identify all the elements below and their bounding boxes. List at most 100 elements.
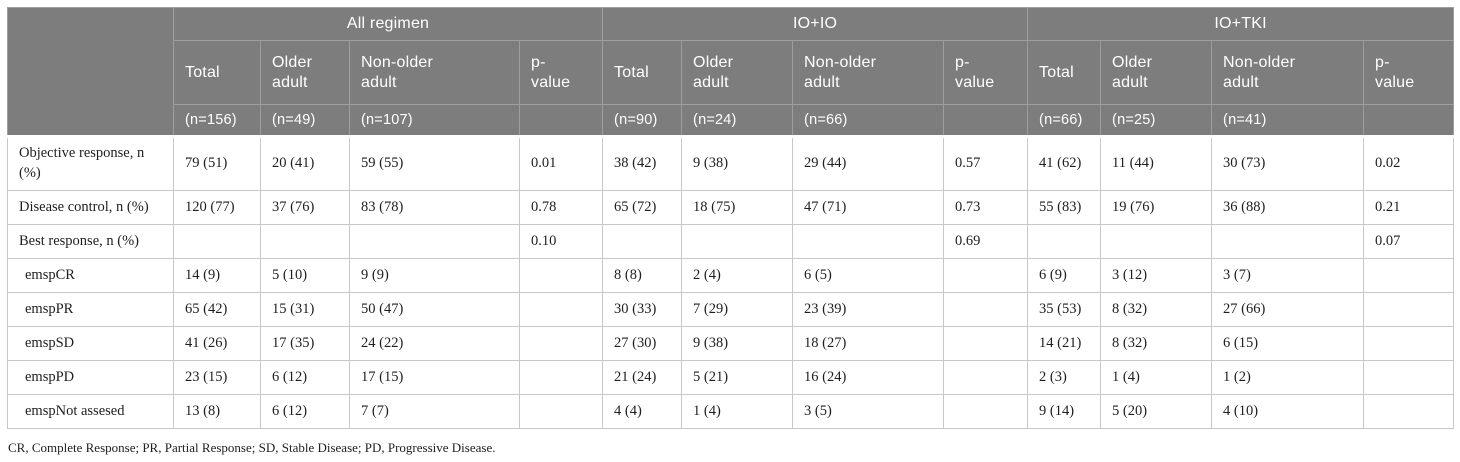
table-row: Objective response, n (%) 79 (51) 20 (41) 5… [7, 136, 1455, 191]
column-header-non-older-adult: Non-older adult [1211, 40, 1365, 105]
column-n: (n=49) [260, 104, 350, 138]
data-cell: 0.78 [518, 190, 604, 225]
data-cell: 20 (41) [260, 136, 350, 191]
column-header-label: p-value [955, 53, 995, 91]
data-cell: 18 (75) [681, 190, 794, 225]
column-header-total: Total [1027, 40, 1102, 105]
data-cell [1027, 224, 1102, 259]
data-cell: 23 (39) [792, 292, 945, 327]
data-cell [1363, 360, 1455, 395]
data-cell: 65 (72) [602, 190, 683, 225]
data-cell: 9 (14) [1027, 394, 1102, 429]
data-cell: 38 (42) [602, 136, 683, 191]
data-cell: 9 (38) [681, 136, 794, 191]
data-cell: 23 (15) [173, 360, 261, 395]
data-cell: 6 (12) [260, 360, 350, 395]
column-n: (n=66) [792, 104, 945, 138]
data-cell: 17 (35) [260, 326, 350, 361]
data-cell: 24 (22) [349, 326, 520, 361]
data-cell [518, 258, 604, 293]
column-n: (n=24) [681, 104, 794, 138]
column-header-label: Older adult [272, 53, 313, 91]
data-cell [260, 224, 350, 259]
data-cell: 0.73 [943, 190, 1029, 225]
data-cell: 30 (33) [602, 292, 683, 327]
data-cell [1363, 326, 1455, 361]
data-cell: 8 (32) [1100, 326, 1213, 361]
data-cell: 41 (26) [173, 326, 261, 361]
data-cell [943, 360, 1029, 395]
data-cell: 6 (5) [792, 258, 945, 293]
data-cell: 47 (71) [792, 190, 945, 225]
data-cell [792, 224, 945, 259]
data-cell: 5 (21) [681, 360, 794, 395]
column-header-label: Total [185, 63, 220, 81]
data-cell: 14 (9) [173, 258, 261, 293]
row-label: emspPD [7, 360, 174, 395]
data-cell: 15 (31) [260, 292, 350, 327]
data-cell: 5 (20) [1100, 394, 1213, 429]
data-cell: 27 (66) [1211, 292, 1365, 327]
column-n: (n=90) [602, 104, 683, 138]
data-cell: 3 (12) [1100, 258, 1213, 293]
data-cell [943, 326, 1029, 361]
sub-header-row: Total Older adult Non-older adult p-valu… [8, 40, 1455, 105]
data-cell: 1 (4) [681, 394, 794, 429]
data-cell: 0.21 [1363, 190, 1455, 225]
column-n: (n=66) [1027, 104, 1102, 138]
data-cell: 0.10 [518, 224, 604, 259]
data-cell: 65 (42) [173, 292, 261, 327]
data-cell: 8 (32) [1100, 292, 1213, 327]
data-cell: 6 (9) [1027, 258, 1102, 293]
row-label: Best response, n (%) [7, 224, 174, 259]
column-header-label: Non-older adult [804, 53, 877, 91]
data-cell: 0.01 [518, 136, 604, 191]
data-cell: 29 (44) [792, 136, 945, 191]
data-cell [518, 326, 604, 361]
group-header-io-tki: IO+TKI [1027, 7, 1455, 41]
data-cell [173, 224, 261, 259]
column-header-label: Older adult [693, 53, 734, 91]
column-n: (n=107) [349, 104, 520, 138]
column-n [943, 104, 1029, 138]
table-row: emspCR 14 (9) 5 (10) 9 (9) 8 (8) 2 (4) 6 (5) 6 … [7, 258, 1455, 293]
table-row: emspPR 65 (42) 15 (31) 50 (47) 30 (33) 7 (29)… [7, 292, 1455, 327]
data-cell: 16 (24) [792, 360, 945, 395]
column-n [518, 104, 604, 138]
table-row: emspSD 41 (26) 17 (35) 24 (22) 27 (30) 9 (38)… [7, 326, 1455, 361]
column-header-older-adult: Older adult [681, 40, 794, 105]
data-cell: 59 (55) [349, 136, 520, 191]
data-cell [943, 258, 1029, 293]
data-cell: 36 (88) [1211, 190, 1365, 225]
data-cell [518, 394, 604, 429]
table-row: Best response, n (%) 0.10 0.69 0.07 [7, 224, 1455, 259]
row-label: emspCR [7, 258, 174, 293]
table-row: emspPD 23 (15) 6 (12) 17 (15) 21 (24) 5 (21) 1… [7, 360, 1455, 395]
data-cell: 50 (47) [349, 292, 520, 327]
data-cell: 11 (44) [1100, 136, 1213, 191]
corner-cell [7, 7, 174, 138]
column-header-label: p-value [531, 53, 571, 91]
row-label: emspNot assesed [7, 394, 174, 429]
column-header-label: Total [1039, 63, 1074, 81]
data-cell: 0.02 [1363, 136, 1455, 191]
column-header-non-older-adult: Non-older adult [792, 40, 945, 105]
row-label: emspPR [7, 292, 174, 327]
data-cell: 5 (10) [260, 258, 350, 293]
data-cell: 120 (77) [173, 190, 261, 225]
column-header-label: Non-older adult [1223, 53, 1296, 91]
data-cell [349, 224, 520, 259]
column-header-non-older-adult: Non-older adult [349, 40, 520, 105]
data-cell [1363, 258, 1455, 293]
data-cell: 2 (4) [681, 258, 794, 293]
column-header-label: Non-older adult [361, 53, 434, 91]
data-cell: 35 (53) [1027, 292, 1102, 327]
data-cell [602, 224, 683, 259]
data-cell: 3 (5) [792, 394, 945, 429]
data-cell: 18 (27) [792, 326, 945, 361]
data-cell: 21 (24) [602, 360, 683, 395]
data-cell [518, 360, 604, 395]
data-cell: 37 (76) [260, 190, 350, 225]
data-cell [518, 292, 604, 327]
group-header-all-regimen: All regimen [172, 7, 604, 41]
